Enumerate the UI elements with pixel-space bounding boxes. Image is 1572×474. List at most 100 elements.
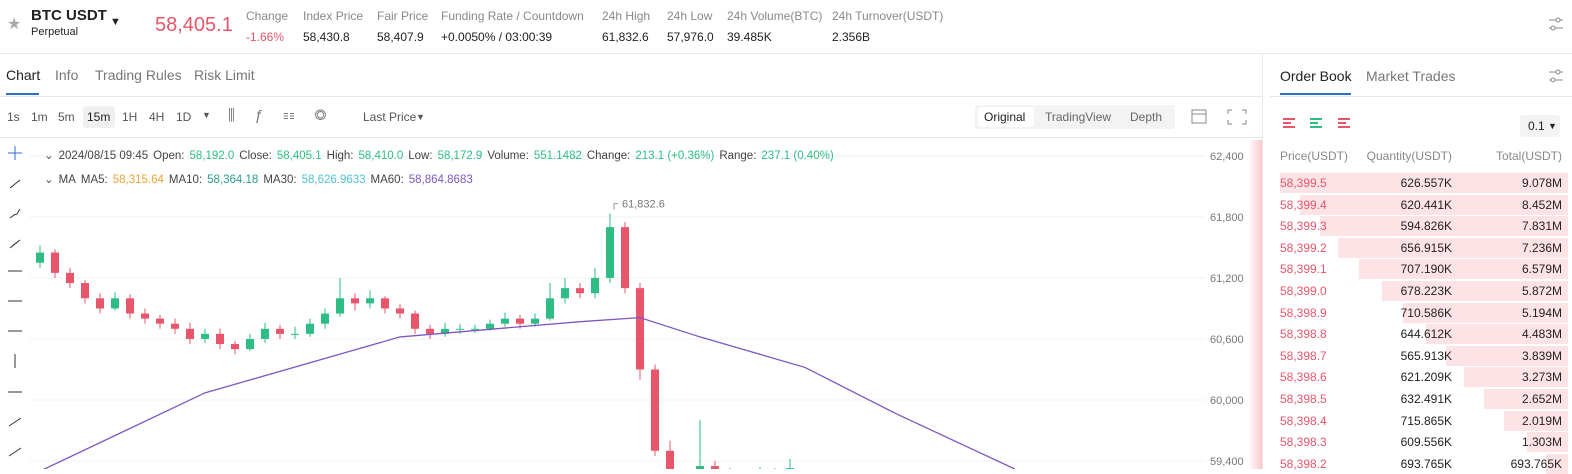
y-tick-label: 60,600 xyxy=(1210,334,1244,346)
precision[interactable]: 0.1 xyxy=(1528,119,1545,133)
depth-bar xyxy=(1338,237,1568,258)
interval[interactable]: 1H xyxy=(122,110,138,124)
star-icon[interactable]: ★ xyxy=(7,16,22,33)
price-type[interactable]: Last Price xyxy=(363,110,417,124)
book-price[interactable]: 58,399.2 xyxy=(1280,240,1327,255)
symbol[interactable]: BTC USDT xyxy=(31,7,107,24)
book-total: 4.483M xyxy=(1521,327,1562,342)
peak-label: 61,832.6 xyxy=(622,199,665,211)
drawing-tools[interactable] xyxy=(0,140,30,469)
ma-label: MA10: xyxy=(168,174,203,186)
book-price[interactable]: 58,399.3 xyxy=(1280,219,1327,234)
interval[interactable]: 1D xyxy=(176,110,192,124)
book-tab[interactable]: Market Trades xyxy=(1366,68,1456,84)
book-layout-icons[interactable] xyxy=(1282,116,1362,132)
contract: Perpetual xyxy=(31,26,79,38)
candle-body xyxy=(216,333,224,345)
candle-body xyxy=(651,369,659,451)
book-total: 1.303M xyxy=(1521,435,1562,450)
view[interactable]: Depth xyxy=(1130,110,1163,124)
candle-body xyxy=(606,227,614,278)
view[interactable]: TradingView xyxy=(1045,110,1112,124)
candle-body xyxy=(591,277,599,294)
divider xyxy=(0,53,1572,54)
book-quantity: 693.765K xyxy=(1400,456,1452,471)
book-price[interactable]: 58,398.7 xyxy=(1280,348,1327,363)
settings-icon[interactable] xyxy=(1548,16,1564,32)
tab-underline xyxy=(6,93,39,95)
book-total: 6.579M xyxy=(1521,262,1562,277)
interval[interactable]: 5m xyxy=(58,110,75,124)
book-price[interactable]: 58,398.4 xyxy=(1280,413,1327,428)
ma-value: 58,626.9633 xyxy=(301,174,366,186)
candle-body xyxy=(411,313,419,329)
book-price[interactable]: 58,398.5 xyxy=(1280,392,1327,406)
legend-label: High: xyxy=(326,150,354,162)
book-price[interactable]: 58,398.2 xyxy=(1280,456,1327,471)
book-tab-underline xyxy=(1280,93,1351,95)
book-quantity: 707.190K xyxy=(1400,262,1452,277)
book-price[interactable]: 58,399.4 xyxy=(1280,197,1327,212)
legend-row: ⌄ 2024/08/15 09:45 Open: 58,192.0 Close: 58,4… xyxy=(44,148,839,162)
interval[interactable]: 1m xyxy=(31,110,48,124)
book-settings-icon[interactable] xyxy=(1548,68,1564,84)
depth-bar xyxy=(1425,324,1568,345)
ma-title: MA xyxy=(58,174,76,186)
interval[interactable]: 4H xyxy=(149,110,165,124)
precision-caret[interactable]: ▼ xyxy=(1548,121,1557,131)
stat-value: -1.66% xyxy=(246,30,285,44)
book-total: 3.839M xyxy=(1521,348,1562,363)
legend-value: 237.1 (0.40%) xyxy=(761,150,834,162)
candle-body xyxy=(276,328,284,334)
depth-bar xyxy=(1359,259,1568,280)
divider xyxy=(1270,96,1572,97)
price-type-caret[interactable]: ▼ xyxy=(416,112,425,122)
book-quantity: 565.913K xyxy=(1400,348,1452,363)
candle-body xyxy=(441,328,449,334)
panel-divider xyxy=(1262,54,1263,469)
interval-more[interactable]: ▼ xyxy=(202,110,211,120)
y-tick-label: 61,200 xyxy=(1210,273,1244,285)
stat-label: 24h High xyxy=(602,9,651,23)
candle-body xyxy=(51,252,59,273)
tab[interactable]: Trading Rules xyxy=(95,67,182,83)
candle-body xyxy=(111,298,119,309)
book-price[interactable]: 58,398.6 xyxy=(1280,370,1327,385)
plot xyxy=(36,213,1016,469)
collapse: ⌄ xyxy=(44,174,54,186)
candle-body xyxy=(366,298,374,304)
chart-icons[interactable] xyxy=(1190,108,1250,126)
tab[interactable]: Chart xyxy=(6,67,41,83)
book-price[interactable]: 58,399.5 xyxy=(1280,176,1327,190)
tab[interactable]: Risk Limit xyxy=(194,67,255,83)
depth-bar xyxy=(1280,173,1568,193)
symbol-dropdown[interactable]: ▼ xyxy=(110,16,121,28)
book-quantity: 656.915K xyxy=(1400,240,1452,255)
book-price[interactable]: 58,399.0 xyxy=(1280,284,1327,298)
candle-body xyxy=(516,318,524,324)
book-price[interactable]: 58,398.9 xyxy=(1280,305,1327,320)
legend-row: ⌄ MA MA5: 58,315.64 MA10: 58,364.18 MA30: 58,62… xyxy=(44,172,478,186)
book-tab[interactable]: Order Book xyxy=(1280,68,1352,84)
view[interactable]: Original xyxy=(984,110,1026,124)
candle-body xyxy=(141,313,149,319)
candle-body xyxy=(306,323,314,334)
book-total: 2.019M xyxy=(1521,413,1562,428)
legend-value: 58,172.9 xyxy=(437,150,483,162)
depth-bar xyxy=(1446,345,1568,366)
interval[interactable]: 1s xyxy=(7,110,20,124)
book-price[interactable]: 58,398.3 xyxy=(1280,435,1327,450)
candle-body xyxy=(336,298,344,314)
stat-value: 39.485K xyxy=(727,30,772,44)
precision-select[interactable] xyxy=(1520,115,1560,137)
toolbar-icons[interactable]: ⫼ƒ☷◎ xyxy=(228,107,347,124)
book-price[interactable]: 58,398.8 xyxy=(1280,327,1327,342)
stat-value: 58,407.9 xyxy=(377,30,424,44)
book-total: 7.236M xyxy=(1521,240,1562,255)
tab[interactable]: Info xyxy=(55,67,79,83)
candle-body xyxy=(501,318,509,324)
book-price[interactable]: 58,399.1 xyxy=(1280,262,1327,277)
book-quantity: 632.491K xyxy=(1400,392,1452,406)
legend-value: 58,405.1 xyxy=(276,150,322,162)
interval[interactable]: 15m xyxy=(87,110,111,124)
